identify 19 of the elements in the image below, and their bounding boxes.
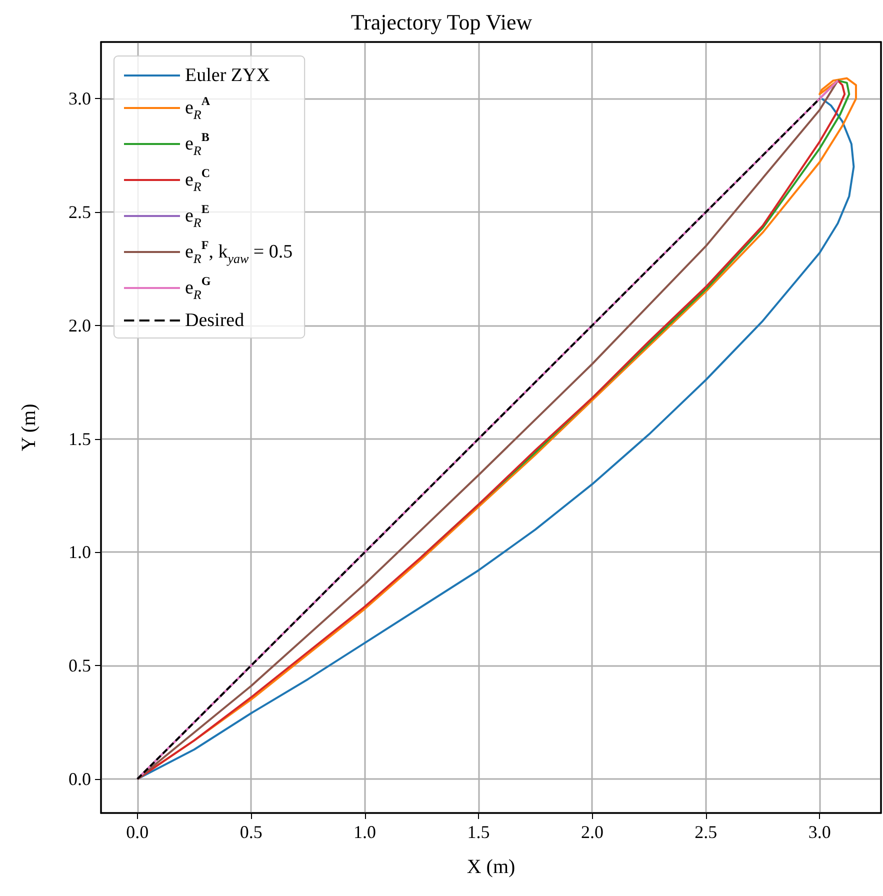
y-tick-label: 0.0	[68, 768, 91, 789]
x-tick-label: 2.0	[580, 822, 604, 842]
legend-label: Desired	[185, 310, 245, 331]
y-tick-label: 2.0	[68, 315, 91, 336]
y-tick-label: 1.0	[68, 542, 91, 562]
y-axis-title: Y (m)	[18, 404, 40, 452]
y-tick-label: 2.5	[68, 202, 91, 222]
x-tick-label: 1.0	[354, 822, 376, 842]
x-tick-label: 3.0	[808, 822, 831, 842]
legend-label: Euler ZYX	[185, 65, 270, 86]
x-tick-label: 0.5	[240, 822, 262, 842]
y-tick-label: 1.5	[68, 428, 91, 449]
y-tick-label: 0.5	[68, 656, 91, 676]
chart-title: Trajectory Top View	[350, 10, 532, 34]
x-axis-title: X (m)	[466, 856, 516, 878]
x-tick-label: 1.5	[467, 822, 490, 842]
x-tick-label: 0.0	[126, 822, 149, 842]
x-tick-label: 2.5	[694, 822, 718, 842]
y-tick-label: 3.0	[68, 88, 91, 109]
